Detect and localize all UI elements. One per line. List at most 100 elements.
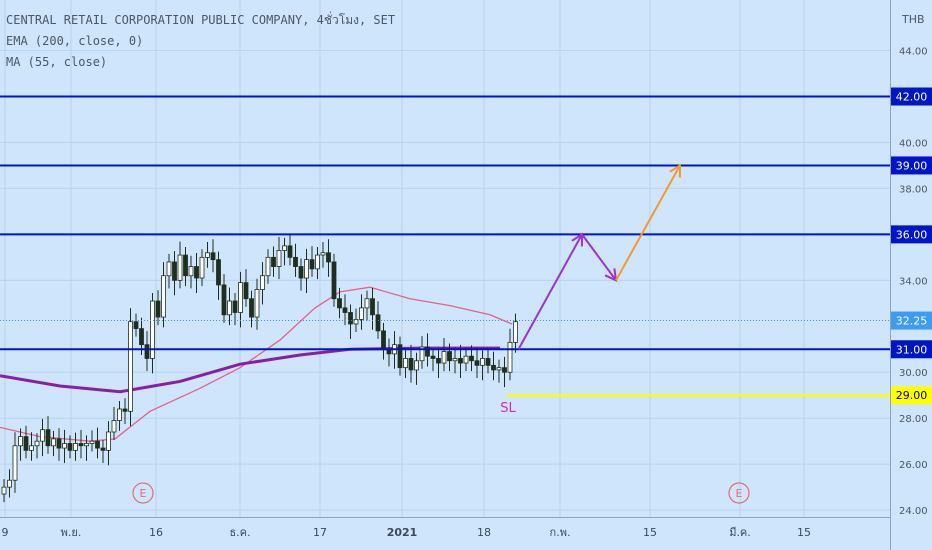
candle-body <box>205 252 210 258</box>
candle-body <box>166 261 172 277</box>
candle-body <box>34 440 40 447</box>
candle-body <box>337 298 342 309</box>
candle-body <box>353 318 359 325</box>
candle-body <box>84 443 89 447</box>
candle-body <box>194 266 199 279</box>
candle-body <box>447 351 452 362</box>
x-tick-label: 16 <box>149 526 163 539</box>
candle-body <box>326 252 331 263</box>
earnings-marker-circle <box>132 482 154 504</box>
candle-body <box>1 486 7 495</box>
candle-body <box>161 275 166 318</box>
candles <box>1 235 518 503</box>
candle-body <box>199 256 205 279</box>
candle-body <box>18 436 23 447</box>
ma-55-line <box>0 286 513 442</box>
candle-body <box>51 438 56 447</box>
candle-body <box>480 358 485 366</box>
candle-body <box>243 282 249 300</box>
stop-loss[interactable]: 29.00 SL <box>500 386 932 416</box>
arrow-up-orange <box>615 164 681 281</box>
candle-body <box>507 341 513 373</box>
candle-body <box>342 307 348 313</box>
last-price-label: 32.25 <box>896 315 928 328</box>
symbol-title[interactable]: CENTRAL RETAIL CORPORATION PUBLIC COMPAN… <box>6 13 396 27</box>
y-tick-label: 38.00 <box>899 184 928 195</box>
candle-body <box>276 250 282 267</box>
x-tick-label: 17 <box>313 526 327 539</box>
x-tick-label: 15 <box>797 526 811 539</box>
candle-body <box>260 275 265 290</box>
candle-body <box>375 314 381 332</box>
candle-body <box>403 358 408 369</box>
candle-body <box>441 351 447 364</box>
candle-body <box>414 360 419 371</box>
x-tick-label: 2021 <box>387 526 418 539</box>
candle-body <box>430 355 436 359</box>
candle-body <box>458 358 463 364</box>
ema-legend[interactable]: EMA (200, close, 0) <box>6 34 144 48</box>
candle-body <box>425 346 430 357</box>
candle-body <box>216 259 221 286</box>
sl-price-label: 29.00 <box>896 389 928 402</box>
candle-body <box>436 358 441 364</box>
x-tick-label: ธ.ค. <box>229 526 250 539</box>
candle-body <box>73 443 78 451</box>
candle-body <box>496 367 502 371</box>
sl-text: SL <box>500 401 516 416</box>
candle-body <box>298 266 304 279</box>
candle-body <box>7 479 12 488</box>
x-tick-label: 9 <box>2 526 9 539</box>
earnings-marker-label: E <box>736 487 743 500</box>
candle-body <box>320 252 326 256</box>
y-tick-label: 28.00 <box>899 414 928 425</box>
candle-body <box>210 252 216 261</box>
x-tick-label: ก.พ. <box>550 526 571 539</box>
candle-body <box>381 330 386 350</box>
candle-body <box>254 289 260 318</box>
currency-label[interactable]: THB <box>901 13 925 26</box>
candle-body <box>293 256 298 267</box>
candle-body <box>309 259 315 270</box>
candle-body <box>452 358 458 362</box>
earnings-marker-circle <box>728 482 750 504</box>
candle-body <box>364 298 370 309</box>
earnings-marker-label: E <box>140 487 147 500</box>
candle-body <box>408 358 414 371</box>
candle-body <box>227 300 232 316</box>
candle-body <box>419 346 425 362</box>
candle-body <box>265 256 271 277</box>
candle-body <box>513 321 518 343</box>
ma-legend[interactable]: MA (55, close) <box>6 55 108 69</box>
candle-body <box>331 261 337 300</box>
candle-body <box>172 261 177 281</box>
candle-body <box>188 266 194 277</box>
candle-body <box>232 300 238 313</box>
candle-body <box>40 429 45 442</box>
candle-body <box>287 245 293 258</box>
candle-body <box>133 321 139 329</box>
y-tick-label: 34.00 <box>899 276 928 287</box>
candle-body <box>348 312 353 325</box>
level-label: 42.00 <box>896 91 928 104</box>
horizontal-levels[interactable]: 42.00 39.00 36.00 31.00 32.25 <box>0 87 932 359</box>
level-label: 39.00 <box>896 159 928 172</box>
level-label: 31.00 <box>896 343 928 356</box>
candle-body <box>282 245 287 251</box>
candle-body <box>183 254 188 277</box>
candle-body <box>249 298 254 318</box>
candle-body <box>238 282 243 313</box>
candle-body <box>45 429 51 447</box>
projection-arrows[interactable] <box>517 163 682 350</box>
candle-body <box>62 443 67 449</box>
y-tick-label: 24.00 <box>899 506 928 517</box>
candle-body <box>221 284 227 316</box>
candle-body <box>177 254 183 281</box>
candle-body <box>23 436 29 451</box>
candle-body <box>155 300 161 318</box>
x-tick-label: มี.ค. <box>729 526 751 539</box>
candle-body <box>56 438 62 449</box>
candle-body <box>122 408 128 412</box>
